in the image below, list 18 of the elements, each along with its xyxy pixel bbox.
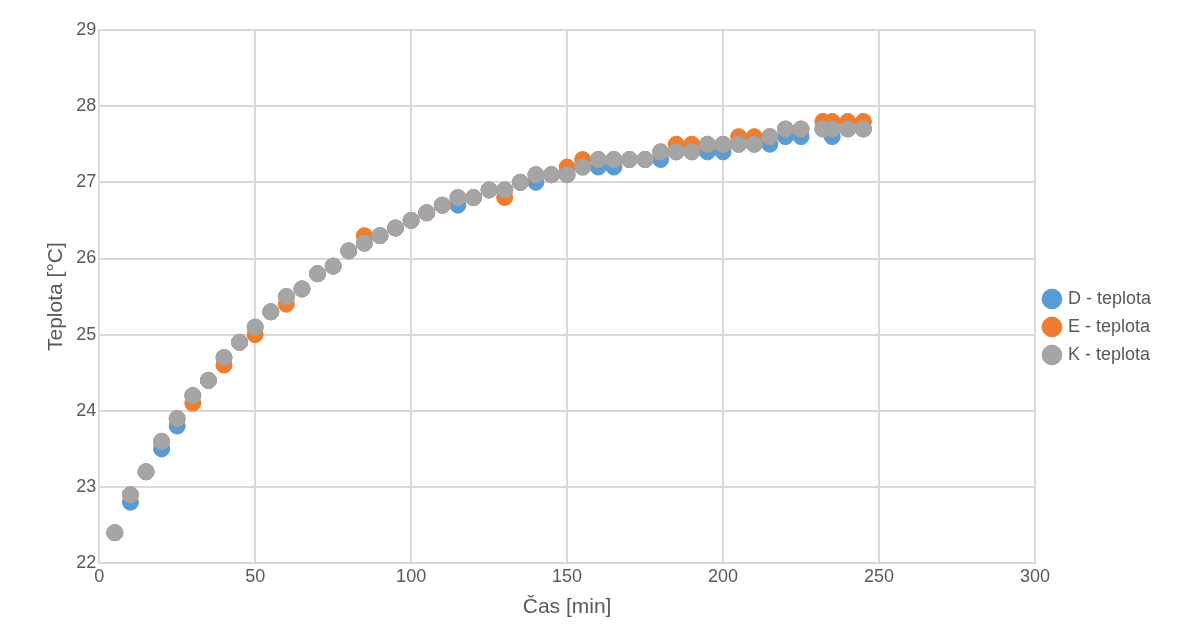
x-axis-title: Čas [min] [522,594,612,618]
y-tick-label: 27 [76,171,97,192]
legend-label: D - teplota [1067,287,1152,308]
x-tick-label: 300 [1019,565,1050,586]
x-tick-label: 150 [552,565,583,586]
y-tick-label: 26 [76,247,97,268]
y-tick-label: 24 [76,399,97,420]
x-tick-label: 50 [245,565,266,586]
y-tick-label: 29 [76,18,97,39]
y-tick-label: 25 [76,323,97,344]
x-tick-label: 250 [863,565,895,586]
legend-label: K - teplota [1067,343,1151,364]
y-tick-label: 23 [76,476,97,496]
y-axis-title: Teplota [°C] [43,242,67,351]
y-tick-label: 28 [76,95,97,116]
x-tick-label: 200 [708,565,739,586]
legend-label: E - teplota [1067,315,1151,336]
x-tick-label: 100 [396,565,427,586]
